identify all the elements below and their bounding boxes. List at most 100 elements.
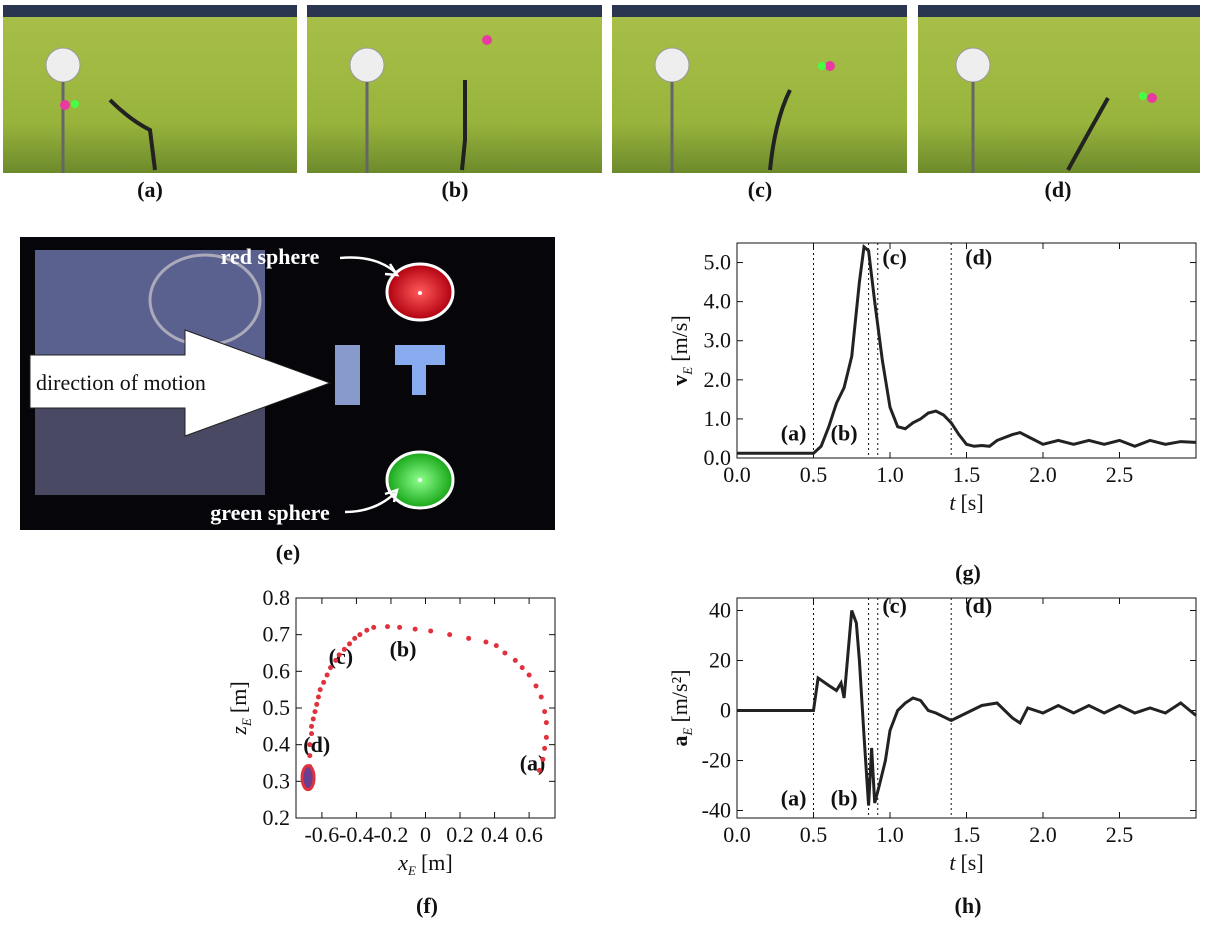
- axis-label-part: x: [397, 850, 408, 875]
- photo-a: [3, 5, 297, 173]
- data-point: [309, 731, 314, 736]
- axis-label-part: E: [239, 718, 254, 727]
- x-tick-label: 2.5: [1106, 822, 1134, 847]
- data-point: [321, 680, 326, 685]
- data-point: [494, 643, 499, 648]
- panel-label: (f): [416, 893, 438, 918]
- y-tick-label: 0.3: [263, 768, 291, 793]
- axis-label-part: E: [407, 863, 416, 878]
- x-tick-label: 0: [420, 822, 431, 847]
- x-tick-label: 1.5: [953, 822, 981, 847]
- data-point: [333, 658, 338, 663]
- axis-label-part: [s]: [960, 850, 983, 875]
- axis-label: zE [m]: [226, 681, 254, 735]
- panel-label: (c): [748, 177, 772, 202]
- data-point: [314, 702, 319, 707]
- y-tick-label: -40: [702, 798, 731, 823]
- x-tick-label: 1.0: [876, 462, 904, 487]
- data-point: [544, 720, 549, 725]
- annotation: (b): [831, 786, 858, 811]
- axis-label-part: a: [667, 736, 692, 747]
- data-point: [316, 695, 321, 700]
- x-tick-label: 0.5: [800, 822, 828, 847]
- plot-frame: [296, 598, 555, 818]
- data-point: [542, 746, 547, 751]
- x-tick-label: 1.0: [876, 822, 904, 847]
- data-point: [352, 636, 357, 641]
- data-point: [307, 753, 312, 758]
- data-point: [347, 641, 352, 646]
- label: green sphere: [210, 500, 330, 525]
- photo-d: [918, 5, 1200, 173]
- annotation: (b): [390, 637, 417, 662]
- axis-label: t[s]: [949, 850, 983, 875]
- image-e: red sphere direction of motion green sph…: [20, 237, 555, 530]
- panel-label: (h): [955, 893, 982, 918]
- photo-b: [307, 5, 602, 173]
- x-tick-label: -0.4: [339, 822, 374, 847]
- data-point: [342, 647, 347, 652]
- axis-label-part: [m/s]: [667, 315, 692, 361]
- label: red sphere: [221, 244, 320, 269]
- data-point: [364, 628, 369, 633]
- axis-label: xE[m]: [397, 850, 452, 878]
- panel-label: (d): [1045, 177, 1072, 202]
- data-point: [307, 742, 312, 747]
- axis-label-part: [m]: [226, 681, 251, 713]
- y-tick-label: 40: [709, 598, 731, 623]
- y-tick-label: 2.0: [704, 367, 732, 392]
- x-tick-label: 0.6: [515, 822, 543, 847]
- y-tick-label: 0.0: [704, 445, 732, 470]
- y-tick-label: 20: [709, 648, 731, 673]
- end-cluster: [302, 766, 314, 790]
- x-tick-label: 0.4: [481, 822, 509, 847]
- axis-label-part: z: [226, 726, 251, 736]
- x-tick-label: 0.0: [723, 822, 751, 847]
- data-point: [534, 684, 539, 689]
- data-point: [309, 724, 314, 729]
- y-tick-label: 0.7: [263, 622, 291, 647]
- data-point: [413, 627, 418, 632]
- data-point: [428, 629, 433, 634]
- data-point: [397, 625, 402, 630]
- annotation: (a): [781, 786, 807, 811]
- data-point: [537, 768, 542, 773]
- y-tick-label: 0.2: [263, 805, 291, 830]
- y-tick-label: 4.0: [704, 289, 732, 314]
- y-tick-label: 5.0: [704, 250, 732, 275]
- figure: red sphere direction of motion green sph…: [0, 0, 1207, 943]
- data-point: [311, 717, 316, 722]
- axis-label: vE[m/s]: [667, 315, 695, 385]
- data-point: [483, 640, 488, 645]
- y-tick-label: 0.5: [263, 695, 291, 720]
- axis-label-part: t: [949, 490, 956, 515]
- data-point: [357, 632, 362, 637]
- data-line: [737, 611, 1196, 806]
- panel-label: (e): [276, 540, 300, 565]
- y-tick-label: 0.4: [263, 732, 291, 757]
- data-point: [318, 687, 323, 692]
- x-tick-label: 0.2: [446, 822, 474, 847]
- x-tick-label: 2.0: [1029, 822, 1057, 847]
- data-point: [312, 709, 317, 714]
- photo-c: [612, 5, 907, 173]
- label: direction of motion: [36, 370, 206, 395]
- data-point: [466, 636, 471, 641]
- x-tick-label: -0.6: [304, 822, 339, 847]
- data-point: [544, 735, 549, 740]
- y-tick-label: 0: [720, 698, 731, 723]
- annotation: (d): [303, 732, 330, 757]
- y-tick-label: 1.0: [704, 406, 732, 431]
- y-tick-label: 3.0: [704, 328, 732, 353]
- x-tick-label: 1.5: [953, 462, 981, 487]
- data-point: [337, 652, 342, 657]
- axis-label-part: E: [680, 728, 695, 737]
- data-point: [542, 709, 547, 714]
- data-point: [502, 651, 507, 656]
- data-point: [513, 658, 518, 663]
- data-point: [328, 665, 333, 670]
- y-tick-label: 0.6: [263, 658, 291, 683]
- data-point: [520, 665, 525, 670]
- axis-label-part: t: [949, 850, 956, 875]
- panel-label: (g): [955, 560, 981, 585]
